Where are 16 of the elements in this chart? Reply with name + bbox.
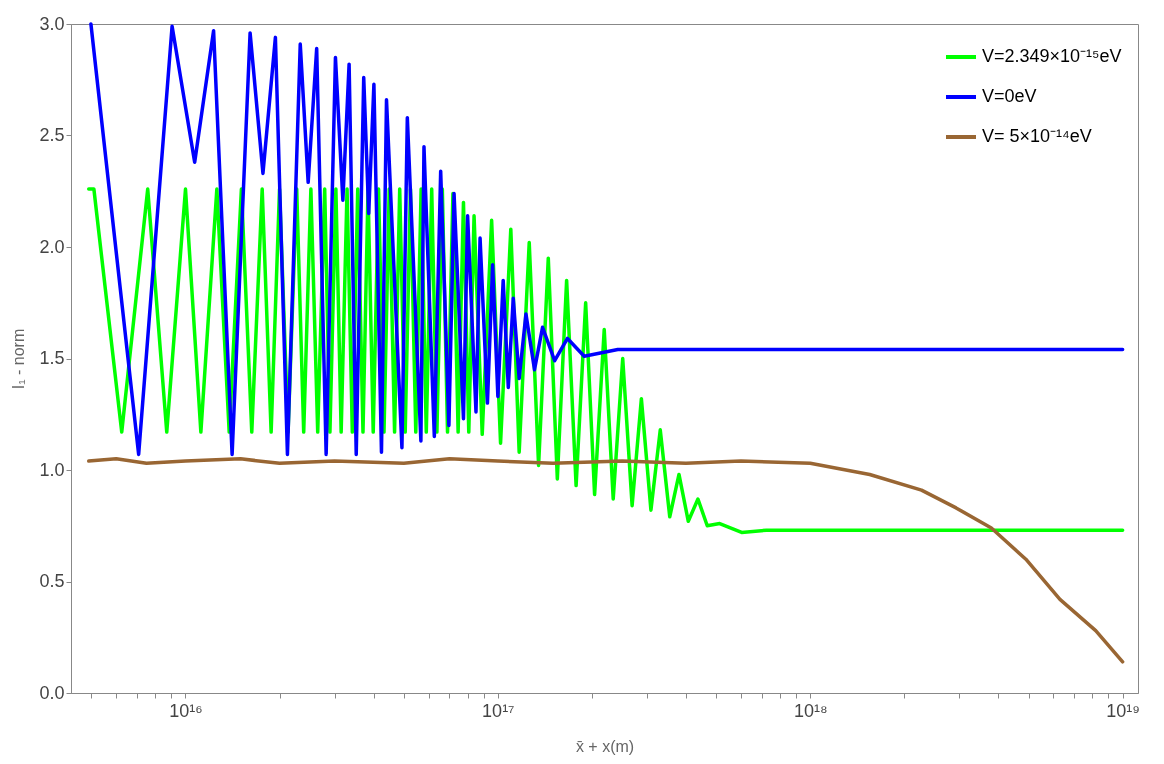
y-tick-label: 2.5 — [39, 125, 65, 145]
x-tick-label: 10¹⁷ — [482, 700, 515, 721]
x-tick-label: 10¹⁹ — [1106, 700, 1140, 721]
legend-label: V=2.349×10⁻¹⁵eV — [982, 46, 1122, 66]
y-axis-title: I₁ - norm — [10, 328, 28, 390]
legend-label: V=0eV — [982, 86, 1037, 106]
y-tick-label: 2.0 — [39, 236, 65, 257]
legend-label: V= 5×10⁻¹⁴eV — [982, 126, 1092, 146]
x-tick-label: 10¹⁸ — [793, 700, 828, 721]
y-tick-label: 3.0 — [39, 13, 65, 34]
y-tick-label: 1.0 — [39, 459, 65, 480]
x-axis-title: x̄ + x(m) — [575, 737, 635, 755]
y-tick-label: 0.0 — [39, 682, 65, 703]
y-tick-label: 0.5 — [39, 571, 65, 591]
y-tick-label: 1.5 — [39, 348, 65, 368]
x-tick-label: 10¹⁶ — [169, 700, 203, 721]
